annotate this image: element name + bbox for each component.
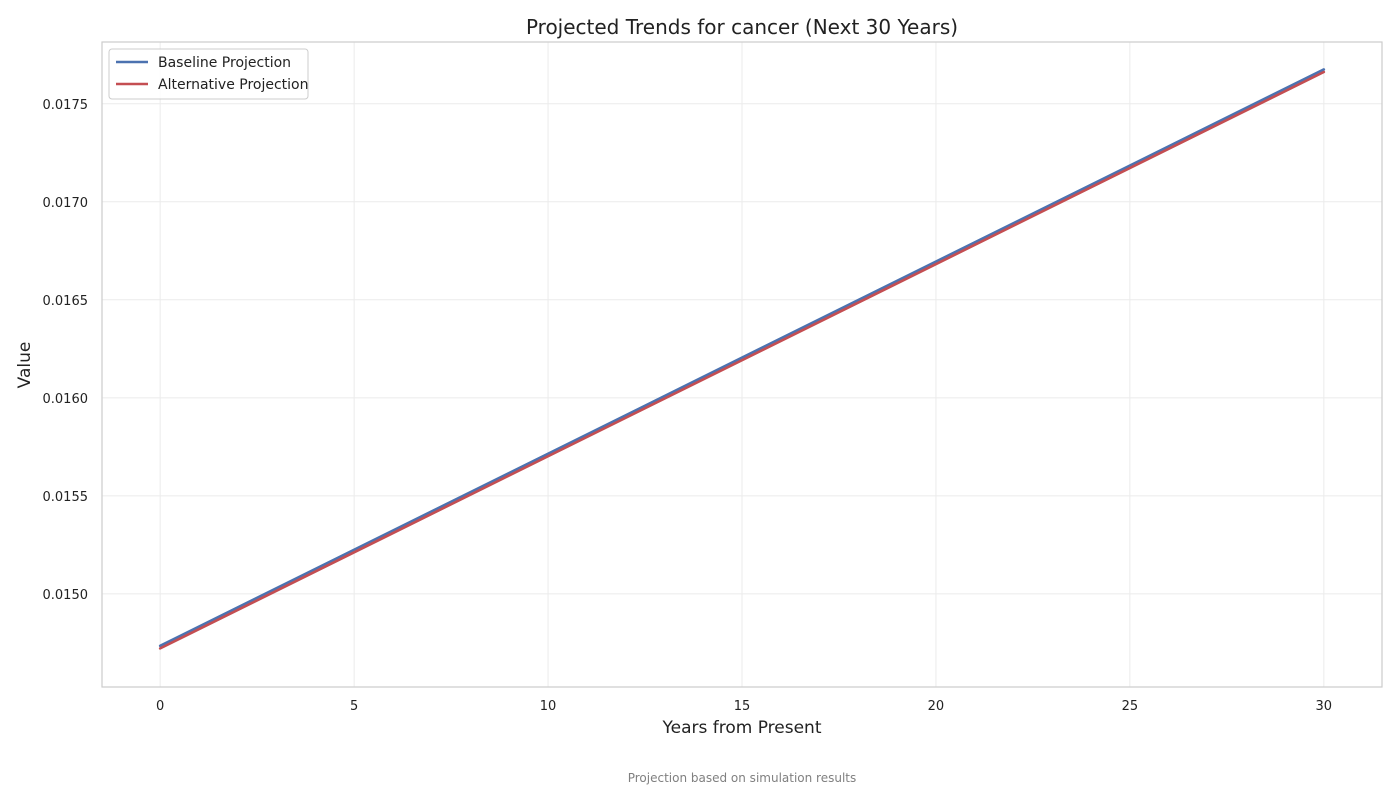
baseline-projection-line: [158, 68, 1326, 648]
x-axis-ticks: 0 5 10 15 20 25 30: [156, 699, 1332, 714]
x-tick-label: 30: [1316, 699, 1333, 714]
y-tick-label: 0.0170: [43, 196, 89, 211]
x-tick-label: 25: [1122, 699, 1139, 714]
alternative-projection-line: [158, 70, 1326, 650]
x-tick-label: 15: [734, 699, 751, 714]
legend-label-alternative: Alternative Projection: [158, 77, 309, 93]
y-tick-label: 0.0165: [43, 294, 89, 309]
y-axis-title: Value: [15, 342, 35, 389]
grid: [102, 42, 1382, 687]
x-tick-label: 0: [156, 699, 164, 714]
y-tick-label: 0.0150: [43, 588, 89, 603]
series-lines: [158, 68, 1326, 650]
y-axis-ticks: 0.0150 0.0155 0.0160 0.0165 0.0170 0.0175: [43, 98, 89, 603]
y-tick-label: 0.0175: [43, 98, 89, 113]
x-tick-label: 10: [540, 699, 557, 714]
chart-title: Projected Trends for cancer (Next 30 Yea…: [526, 15, 958, 39]
x-tick-label: 5: [350, 699, 358, 714]
y-tick-label: 0.0160: [43, 392, 89, 407]
legend-box: [108, 48, 309, 100]
chart-caption: Projection based on simulation results: [628, 771, 857, 785]
y-tick-label: 0.0155: [43, 490, 89, 505]
x-axis-title: Years from Present: [661, 718, 821, 738]
plot-area-frame: [101, 41, 1383, 688]
x-tick-label: 20: [928, 699, 945, 714]
legend-label-baseline: Baseline Projection: [158, 55, 291, 71]
legend: Baseline Projection Alternative Projecti…: [108, 48, 309, 100]
